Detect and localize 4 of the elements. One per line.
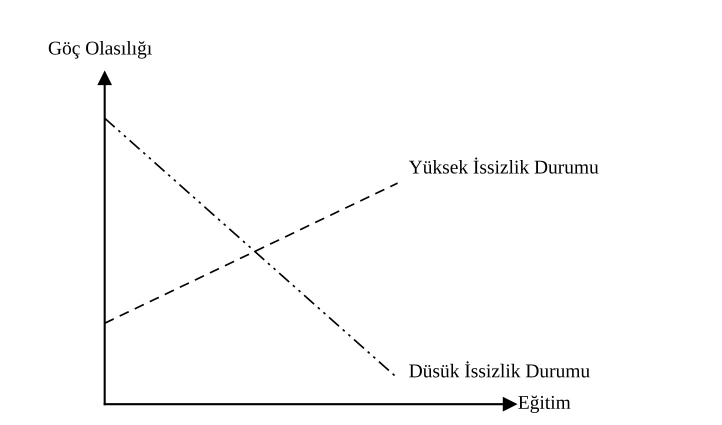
series-label: Düsük İssizlik Durumu [409,361,590,378]
x-axis-title: Eğitim [518,396,570,413]
series-label: Yüksek İssizlik Durumu [408,157,598,174]
y-axis-title: Göç Olasılığı [48,40,152,59]
